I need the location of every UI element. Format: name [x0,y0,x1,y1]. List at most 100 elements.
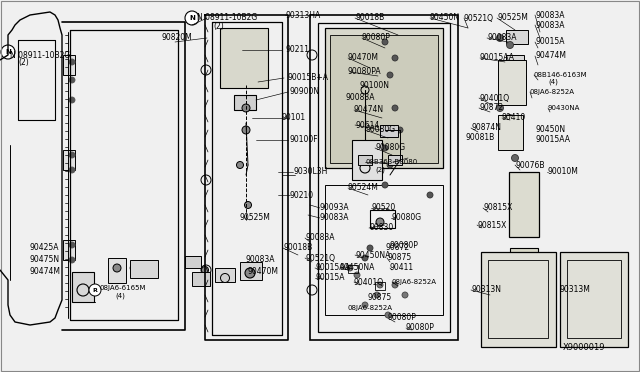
Text: 90083A: 90083A [345,93,374,103]
Bar [72,272,94,302]
Text: 90015A: 90015A [535,38,564,46]
Text: 90872: 90872 [479,103,503,112]
Circle shape [387,72,393,78]
Text: 90080P: 90080P [389,241,418,250]
Text: 90083A: 90083A [535,10,564,19]
Bar [358,155,372,165]
Circle shape [242,126,250,134]
Bar [380,125,398,137]
Text: (4): (4) [115,293,125,299]
Bar [63,240,75,260]
Circle shape [202,266,209,273]
Bar [506,55,524,67]
Text: 90474M: 90474M [535,51,566,61]
Text: 90080P: 90080P [362,33,391,42]
Text: 90093A: 90093A [320,203,349,212]
Text: 90450N: 90450N [430,13,460,22]
Text: 90614: 90614 [355,121,380,129]
Text: 90520: 90520 [371,203,396,212]
Text: N 08911-10B2G: N 08911-10B2G [10,51,70,60]
Circle shape [1,45,15,59]
Circle shape [69,242,75,248]
Circle shape [502,141,509,148]
Text: 90874N: 90874N [471,124,501,132]
Circle shape [382,39,388,45]
Circle shape [392,282,398,288]
Bar [488,260,548,338]
Text: 90080PA: 90080PA [348,67,381,77]
Text: 90313HA: 90313HA [285,10,320,19]
Circle shape [504,81,511,89]
Circle shape [515,126,522,134]
Bar [498,115,523,150]
Text: (2): (2) [213,22,224,31]
Circle shape [244,202,252,208]
Text: (4): (4) [548,79,558,85]
Circle shape [89,284,101,296]
Text: (2): (2) [18,58,29,67]
Text: 90080G: 90080G [365,125,395,135]
Bar [509,172,539,237]
Text: 90100F: 90100F [289,135,317,144]
Text: 90525M: 90525M [497,13,528,22]
Circle shape [69,257,75,263]
Circle shape [374,292,380,298]
Text: 90470M: 90470M [348,54,379,62]
Text: 90425A: 90425A [30,244,60,253]
Bar [352,140,382,180]
Text: N 08911-10B2G: N 08911-10B2G [197,13,257,22]
Bar [370,210,395,228]
Text: 90524M: 90524M [348,183,379,192]
Text: X9000019: X9000019 [563,343,605,353]
Circle shape [377,282,383,288]
Circle shape [185,11,199,25]
Text: 90015B+A: 90015B+A [287,74,328,83]
Bar [498,60,526,105]
Text: 90018B: 90018B [283,244,312,253]
Text: 90210: 90210 [290,190,314,199]
Text: 90815X: 90815X [477,221,506,230]
Bar [130,260,158,278]
Text: 90470M: 90470M [247,267,278,276]
Text: 90450NA: 90450NA [355,250,390,260]
Bar [560,252,628,347]
Text: 90875: 90875 [387,253,412,263]
Bar [215,268,235,282]
Text: R: R [93,288,97,292]
Text: 90411: 90411 [390,263,414,273]
Text: 90018B: 90018B [355,13,384,22]
Circle shape [392,105,398,111]
Text: 90015A: 90015A [315,273,344,282]
Bar [63,150,75,170]
Text: 90010M: 90010M [547,167,578,176]
Bar [325,185,443,315]
Circle shape [427,192,433,198]
Circle shape [511,154,518,161]
Circle shape [402,292,408,298]
Bar [375,282,385,290]
Text: 9030L3H: 9030L3H [293,167,328,176]
Bar [348,265,358,273]
Text: 90872: 90872 [385,244,409,253]
Bar [108,258,126,283]
Text: 90080G: 90080G [391,214,421,222]
Circle shape [139,272,145,278]
Circle shape [497,105,504,112]
Text: 90474M: 90474M [30,267,61,276]
Circle shape [245,268,255,278]
Text: 08B146-6163M: 08B146-6163M [534,72,588,78]
Text: 08JA6-8252A: 08JA6-8252A [392,279,437,285]
Circle shape [382,145,388,151]
Bar [318,23,450,332]
Text: 08JA6-6165M: 08JA6-6165M [100,285,147,291]
Circle shape [392,55,398,61]
Text: 90313N: 90313N [471,285,501,295]
Text: 90830: 90830 [369,224,393,232]
Text: 90101: 90101 [282,113,306,122]
Circle shape [515,61,522,68]
Circle shape [193,258,201,266]
Circle shape [506,42,513,48]
Text: 90450NA: 90450NA [340,263,376,273]
Text: 90081B: 90081B [466,134,495,142]
Text: 90525M: 90525M [240,214,271,222]
